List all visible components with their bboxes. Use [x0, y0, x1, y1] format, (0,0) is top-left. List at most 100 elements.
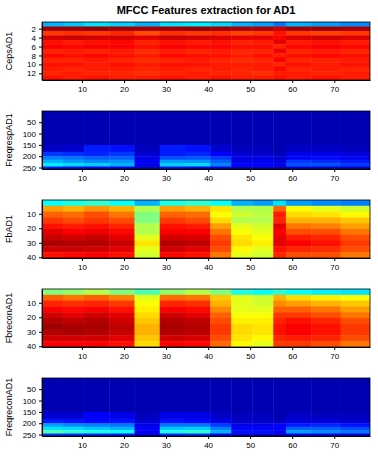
heatmap-cell	[63, 206, 84, 212]
heatmap-cell	[135, 71, 161, 76]
heatmap-cell	[286, 312, 312, 318]
heatmap-cell	[210, 212, 231, 218]
heatmap-cell	[210, 22, 231, 27]
heatmap-cell	[109, 71, 135, 76]
heatmap-cell	[63, 378, 84, 412]
x-tick-mark	[82, 436, 83, 439]
panel: 1020304050607024681012CepsAD1	[4, 22, 371, 94]
x-tick: 70	[330, 347, 339, 361]
heatmap-cell	[210, 378, 231, 412]
x-tick-label: 50	[246, 85, 255, 94]
heatmap-cell	[231, 160, 252, 164]
heatmap-cell	[109, 62, 135, 67]
heatmap-cell	[135, 229, 161, 235]
x-tick-mark	[334, 258, 335, 261]
heatmap-cell	[311, 53, 341, 58]
heatmap-cell	[341, 35, 370, 40]
heatmap-cell	[311, 252, 341, 258]
x-axis: 10203040506070	[43, 258, 371, 272]
heatmap-cell	[42, 31, 63, 36]
heatmap-cell	[286, 341, 312, 347]
heatmap-cell	[231, 53, 252, 58]
heatmap-cell	[84, 312, 110, 318]
heatmap-cell	[311, 26, 341, 31]
panel: 1020304050607010203040FbreconAD1	[4, 289, 371, 361]
heatmap-cell	[42, 206, 63, 212]
heatmap-cell	[286, 324, 312, 330]
heatmap-cell	[210, 31, 231, 36]
y-tick: 100	[23, 130, 42, 139]
x-tick-mark	[208, 258, 209, 261]
heatmap-cell	[252, 22, 273, 27]
heatmap-cell	[185, 324, 211, 330]
heatmap-cell	[231, 152, 252, 157]
heatmap-cell	[84, 58, 110, 63]
y-tick-mark	[39, 243, 42, 244]
heatmap-cell	[311, 76, 341, 80]
x-axis-line	[43, 436, 371, 437]
heatmap-cell	[311, 419, 341, 424]
heatmap-cell	[135, 330, 161, 336]
heatmap-cell	[109, 67, 135, 72]
heatmap-cell	[160, 156, 186, 160]
y-tick-label: 30	[27, 328, 36, 337]
heatmap-cell	[84, 324, 110, 330]
heatmap-cell	[252, 152, 273, 157]
y-tick-label: 20	[27, 224, 36, 233]
y-tick: 10	[27, 299, 42, 308]
heatmap-cell	[42, 235, 63, 241]
heatmap-cell	[273, 341, 286, 347]
heatmap-cell	[160, 163, 186, 167]
heatmap-cell	[63, 324, 84, 330]
heatmap-cell	[42, 49, 63, 54]
x-tick-label: 70	[330, 263, 339, 272]
x-tick-label: 50	[246, 174, 255, 183]
y-tick-label: 40	[27, 342, 36, 351]
y-tick: 10	[27, 60, 42, 69]
y-tick-mark	[39, 64, 42, 65]
heatmap-cell	[135, 235, 161, 241]
heatmap-cell	[84, 67, 110, 72]
heatmap-cell	[231, 229, 252, 235]
heatmap-cell	[185, 235, 211, 241]
heatmap-cell	[252, 53, 273, 58]
heatmap-cell	[185, 212, 211, 218]
y-tick-label: 150	[23, 408, 37, 417]
x-tick-mark	[292, 436, 293, 439]
heatmap-cell	[135, 111, 161, 145]
x-tick: 70	[330, 169, 339, 183]
heatmap-cell	[210, 49, 231, 54]
heatmap-cell	[109, 40, 135, 45]
heatmap-cell	[42, 44, 63, 49]
heatmap-cell	[273, 163, 286, 167]
heatmap-cell	[210, 58, 231, 63]
heatmap-cell	[286, 152, 312, 157]
heatmap-cell	[210, 295, 231, 301]
heatmap-cell	[341, 156, 370, 160]
heatmap-cell	[185, 22, 211, 27]
heatmap-cell	[341, 44, 370, 49]
heatmap-cell	[63, 31, 84, 36]
heatmap-cell	[160, 341, 186, 347]
heatmap-cell	[63, 200, 84, 206]
heatmap-cell	[63, 430, 84, 434]
heatmap-cell	[231, 26, 252, 31]
heatmap-cell	[311, 156, 341, 160]
heatmap-cell	[135, 31, 161, 36]
heatmap-cell	[84, 40, 110, 45]
x-tick: 20	[120, 436, 129, 450]
heatmap-cell	[63, 62, 84, 67]
heatmap-cell	[109, 35, 135, 40]
heatmap-cell	[185, 206, 211, 212]
y-axis: 50100150200250	[23, 379, 43, 440]
heatmap-cell	[42, 412, 63, 419]
heatmap-cell	[273, 62, 286, 67]
x-tick: 40	[204, 80, 213, 94]
y-tick-label: 2	[32, 25, 37, 34]
heatmap-cell	[160, 330, 186, 336]
heatmap-cell	[42, 341, 63, 347]
heatmap-cell	[63, 335, 84, 341]
heatmap-cell	[252, 229, 273, 235]
heatmap-cell	[185, 301, 211, 307]
heatmap-cell	[185, 318, 211, 324]
